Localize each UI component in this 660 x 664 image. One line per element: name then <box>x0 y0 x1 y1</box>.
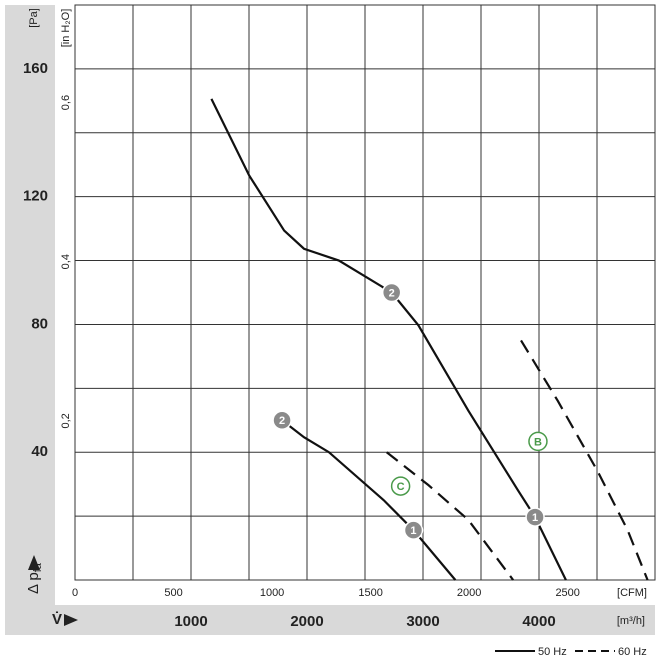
x2-tick-label: 2500 <box>555 587 579 599</box>
curve-marker <box>390 476 411 496</box>
y-tick-label: 160 <box>23 60 48 77</box>
x2-tick-label: 0 <box>72 587 78 599</box>
left-band <box>5 5 55 635</box>
curve <box>281 419 457 581</box>
curve <box>520 339 649 581</box>
marker-label: 2 <box>279 415 285 427</box>
y2-tick-label: 0,2 <box>60 413 72 428</box>
curve <box>386 451 515 581</box>
x2-tick-label: 500 <box>164 587 182 599</box>
y-tick-label: 120 <box>23 188 48 205</box>
curve-marker <box>528 431 548 452</box>
y-label: [Pa] <box>28 8 40 28</box>
curve-marker <box>272 410 292 431</box>
x-tick-label: 3000 <box>406 613 439 630</box>
x2-tick-label: 2000 <box>457 587 481 599</box>
curve-marker <box>381 282 402 303</box>
legend-label: 50 Hz <box>538 646 567 658</box>
marker-label: B <box>534 436 542 448</box>
y-tick-label: 40 <box>31 443 48 460</box>
x-arrow <box>64 614 78 626</box>
y2-tick-label: 0,6 <box>60 95 72 110</box>
marker-label: 1 <box>532 512 538 524</box>
x-axis-title: V̇ <box>52 611 62 628</box>
y-title-main: Δ p <box>25 572 42 594</box>
x2-label: [CFM] <box>617 587 647 599</box>
x2-tick-label: 1000 <box>260 587 284 599</box>
y2-tick-label: 0,4 <box>60 254 72 269</box>
bottom-band <box>5 605 655 635</box>
x-tick-label: 2000 <box>290 613 323 630</box>
marker-label: 2 <box>389 287 395 299</box>
y2-label: [in H₂O] <box>60 9 72 48</box>
curve-marker <box>525 507 545 527</box>
y-tick-label: 80 <box>31 315 48 332</box>
legend-label: 60 Hz <box>618 646 647 658</box>
curve-marker <box>403 520 424 540</box>
y-arrow <box>28 555 40 570</box>
marker-label: C <box>397 481 405 493</box>
x-tick-label: 4000 <box>522 613 555 630</box>
x2-tick-label: 1500 <box>358 587 382 599</box>
x-tick-label: 1000 <box>174 613 207 630</box>
x-label: [m³/h] <box>617 615 645 627</box>
marker-label: 1 <box>410 525 416 537</box>
curve <box>210 98 567 581</box>
